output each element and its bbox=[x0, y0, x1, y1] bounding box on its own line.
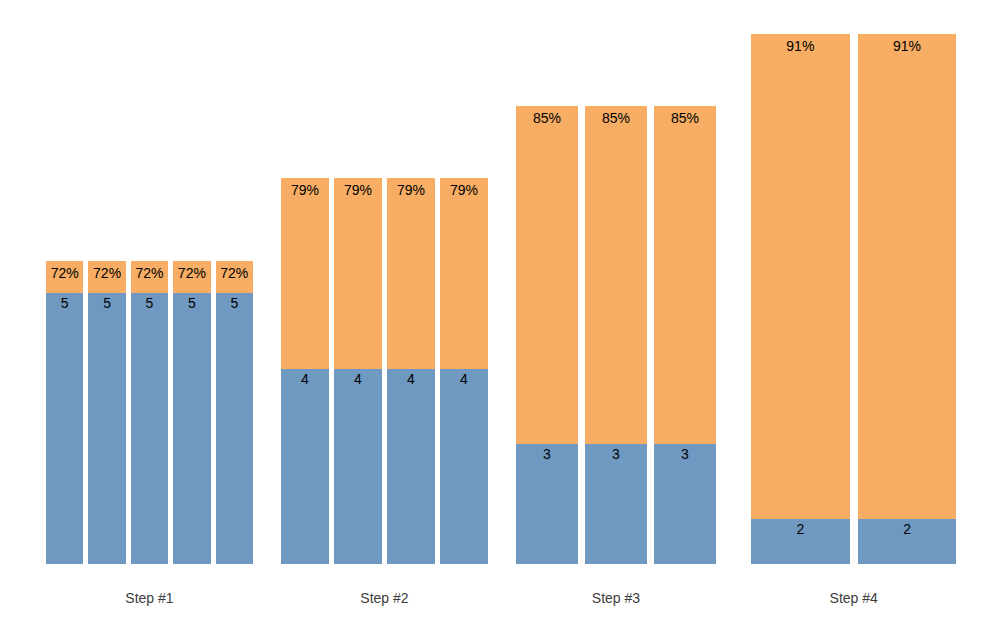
count-segment: 5 bbox=[46, 293, 83, 564]
bar-step2-4: 79% 4 bbox=[440, 178, 488, 564]
percent-label: 79% bbox=[334, 183, 382, 198]
bar-step1-2: 72% 5 bbox=[88, 261, 125, 564]
count-segment: 5 bbox=[173, 293, 210, 564]
count-segment: 5 bbox=[131, 293, 168, 564]
percent-label: 72% bbox=[131, 266, 168, 281]
axis-label-step4: Step #4 bbox=[751, 590, 956, 607]
percent-label: 79% bbox=[281, 183, 329, 198]
bar-step2-1: 79% 4 bbox=[281, 178, 329, 564]
percent-segment: 85% bbox=[516, 106, 578, 444]
percent-segment: 91% bbox=[858, 34, 957, 519]
percent-segment: 79% bbox=[281, 178, 329, 369]
percent-segment: 79% bbox=[334, 178, 382, 369]
bar-step1-3: 72% 5 bbox=[131, 261, 168, 564]
percent-label: 72% bbox=[216, 266, 253, 281]
count-label: 4 bbox=[281, 372, 329, 387]
count-label: 4 bbox=[334, 372, 382, 387]
count-label: 5 bbox=[173, 296, 210, 311]
percent-label: 91% bbox=[751, 39, 850, 54]
count-label: 2 bbox=[751, 522, 850, 537]
count-label: 3 bbox=[516, 447, 578, 462]
count-label: 3 bbox=[585, 447, 647, 462]
percent-segment: 72% bbox=[173, 261, 210, 293]
count-label: 4 bbox=[387, 372, 435, 387]
count-segment: 2 bbox=[751, 519, 850, 564]
count-label: 2 bbox=[858, 522, 957, 537]
percent-segment: 85% bbox=[654, 106, 716, 444]
count-segment: 2 bbox=[858, 519, 957, 564]
percent-label: 72% bbox=[88, 266, 125, 281]
percent-segment: 85% bbox=[585, 106, 647, 444]
percent-segment: 91% bbox=[751, 34, 850, 519]
count-segment: 4 bbox=[334, 369, 382, 564]
axis-label-step3: Step #3 bbox=[516, 590, 716, 607]
percent-label: 85% bbox=[585, 111, 647, 126]
percent-label: 72% bbox=[46, 266, 83, 281]
percent-label: 91% bbox=[858, 39, 957, 54]
bar-step1-1: 72% 5 bbox=[46, 261, 83, 564]
percent-segment: 72% bbox=[88, 261, 125, 293]
percent-label: 79% bbox=[440, 183, 488, 198]
axis-label-step2: Step #2 bbox=[281, 590, 488, 607]
axis-label-step1: Step #1 bbox=[46, 590, 253, 607]
percent-segment: 79% bbox=[440, 178, 488, 369]
bar-step1-4: 72% 5 bbox=[173, 261, 210, 564]
percent-segment: 72% bbox=[46, 261, 83, 293]
count-segment: 3 bbox=[516, 444, 578, 564]
percent-label: 85% bbox=[654, 111, 716, 126]
bar-step4-2: 91% 2 bbox=[858, 34, 957, 564]
percent-segment: 79% bbox=[387, 178, 435, 369]
count-segment: 5 bbox=[216, 293, 253, 564]
bar-step2-2: 79% 4 bbox=[334, 178, 382, 564]
percent-segment: 72% bbox=[131, 261, 168, 293]
bar-step3-2: 85% 3 bbox=[585, 106, 647, 564]
count-segment: 5 bbox=[88, 293, 125, 564]
percent-label: 85% bbox=[516, 111, 578, 126]
count-label: 5 bbox=[88, 296, 125, 311]
bar-step4-1: 91% 2 bbox=[751, 34, 850, 564]
count-segment: 4 bbox=[281, 369, 329, 564]
funnel-step-chart: 72%572%572%572%572%5Step #179%479%479%47… bbox=[0, 0, 1000, 618]
bar-step2-3: 79% 4 bbox=[387, 178, 435, 564]
count-label: 5 bbox=[131, 296, 168, 311]
count-label: 5 bbox=[216, 296, 253, 311]
percent-label: 79% bbox=[387, 183, 435, 198]
count-label: 5 bbox=[46, 296, 83, 311]
percent-label: 72% bbox=[173, 266, 210, 281]
count-segment: 4 bbox=[440, 369, 488, 564]
bar-step3-1: 85% 3 bbox=[516, 106, 578, 564]
count-label: 3 bbox=[654, 447, 716, 462]
count-segment: 3 bbox=[654, 444, 716, 564]
percent-segment: 72% bbox=[216, 261, 253, 293]
count-segment: 3 bbox=[585, 444, 647, 564]
bar-step3-3: 85% 3 bbox=[654, 106, 716, 564]
bar-step1-5: 72% 5 bbox=[216, 261, 253, 564]
count-segment: 4 bbox=[387, 369, 435, 564]
count-label: 4 bbox=[440, 372, 488, 387]
